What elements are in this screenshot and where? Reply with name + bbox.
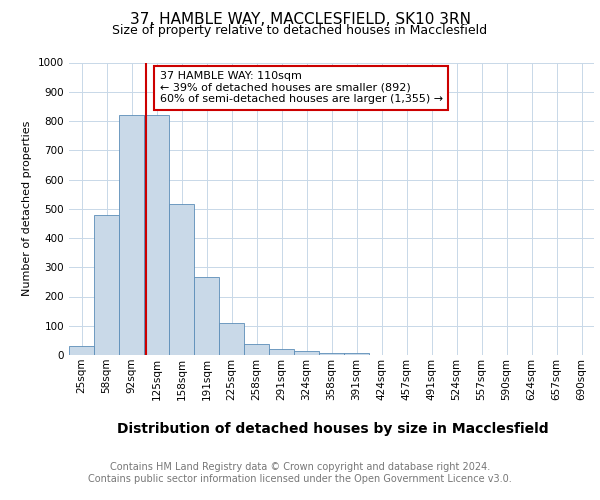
Bar [344, 352, 369, 355]
Text: 37, HAMBLE WAY, MACCLESFIELD, SK10 3RN: 37, HAMBLE WAY, MACCLESFIELD, SK10 3RN [130, 12, 470, 28]
Y-axis label: Number of detached properties: Number of detached properties [22, 121, 32, 296]
Text: Contains public sector information licensed under the Open Government Licence v3: Contains public sector information licen… [88, 474, 512, 484]
Bar [94, 214, 119, 355]
Text: Size of property relative to detached houses in Macclesfield: Size of property relative to detached ho… [112, 24, 488, 37]
Bar [319, 352, 344, 355]
Bar [144, 115, 169, 355]
Text: 37 HAMBLE WAY: 110sqm
← 39% of detached houses are smaller (892)
60% of semi-det: 37 HAMBLE WAY: 110sqm ← 39% of detached … [160, 72, 443, 104]
Bar [119, 115, 144, 355]
Bar [169, 204, 194, 355]
Text: Distribution of detached houses by size in Macclesfield: Distribution of detached houses by size … [117, 422, 549, 436]
Bar [269, 348, 294, 355]
Bar [244, 344, 269, 355]
Text: Contains HM Land Registry data © Crown copyright and database right 2024.: Contains HM Land Registry data © Crown c… [110, 462, 490, 472]
Bar [294, 352, 319, 355]
Bar [219, 323, 244, 355]
Bar [194, 278, 219, 355]
Bar [69, 346, 94, 355]
